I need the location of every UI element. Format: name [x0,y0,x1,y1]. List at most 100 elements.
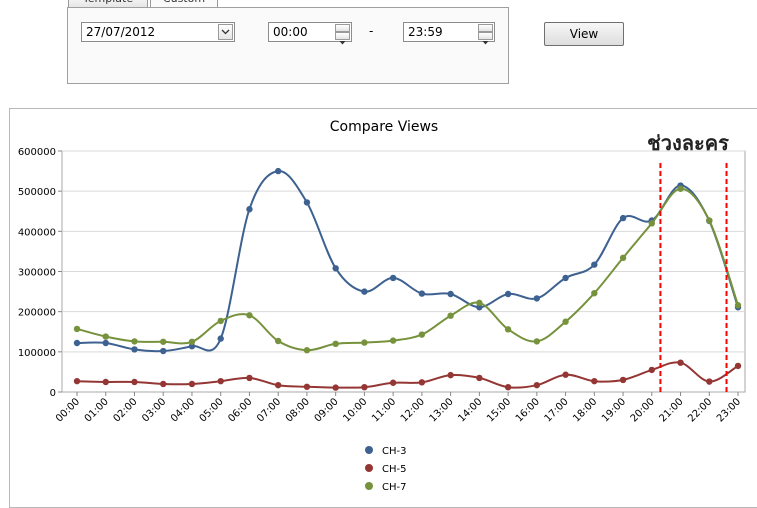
data-point-ch-3 [102,339,109,347]
data-point-ch-5 [619,376,627,384]
data-point-ch-5 [648,366,655,374]
x-tick-label: 03:00 [140,396,168,424]
x-tick-label: 20:00 [629,396,657,424]
data-point-ch-7 [246,312,253,319]
data-point-ch-5 [734,362,742,370]
start-time-field[interactable]: 00:00 [268,22,352,45]
spin-down-icon[interactable] [478,32,493,45]
data-point-ch-5 [188,380,196,388]
calendar-dropdown-button[interactable] [218,24,233,40]
data-point-ch-5 [73,377,81,385]
data-point-ch-7 [303,347,311,354]
data-point-ch-5 [476,374,483,382]
data-point-ch-5 [591,377,598,385]
data-point-ch-3 [418,290,426,297]
legend-swatch [365,482,373,490]
filter-panel [67,7,509,84]
data-point-ch-7 [389,337,397,344]
x-tick-label: 19:00 [600,396,628,424]
data-point-ch-7 [131,338,138,345]
x-tick-label: 02:00 [111,396,139,424]
data-point-ch-7 [562,318,569,325]
time-range-separator: - [369,24,374,38]
data-point-ch-5 [217,377,224,385]
data-point-ch-5 [504,383,512,391]
end-time-field[interactable]: 23:59 [403,22,495,45]
data-point-ch-7 [188,338,196,345]
data-point-ch-7 [361,339,368,346]
data-point-ch-7 [418,331,426,338]
data-point-ch-5 [706,378,713,385]
date-value: 27/07/2012 [86,25,156,39]
data-point-ch-7 [619,254,627,262]
data-point-ch-3 [447,290,454,298]
data-point-ch-3 [303,199,311,206]
x-tick-label: 12:00 [399,396,427,424]
x-tick-label: 13:00 [428,396,456,424]
start-time-spinner[interactable] [335,24,350,45]
data-point-ch-5 [389,379,397,386]
legend-label: CH-3 [382,446,406,457]
data-point-ch-5 [303,383,311,390]
data-point-ch-5 [562,371,569,378]
x-tick-label: 05:00 [198,396,226,424]
end-time-spinner[interactable] [478,24,493,45]
start-time-value: 00:00 [273,25,308,39]
data-point-ch-5 [332,384,339,391]
data-point-ch-3 [504,290,512,298]
data-point-ch-3 [217,335,224,342]
data-point-ch-7 [217,317,224,325]
end-time-value: 23:59 [408,25,443,39]
x-tick-label: 14:00 [456,396,484,424]
x-tick-label: 08:00 [284,396,312,424]
legend-label: CH-7 [382,482,406,493]
view-button[interactable]: View [544,22,624,46]
x-tick-label: 07:00 [255,396,283,424]
data-point-ch-5 [274,381,282,389]
data-point-ch-7 [591,289,598,297]
data-point-ch-7 [332,340,339,347]
x-tick-label: 16:00 [514,396,542,424]
data-point-ch-3 [246,206,253,213]
data-point-ch-3 [476,304,483,311]
data-point-ch-3 [389,274,397,282]
data-point-ch-5 [131,378,138,386]
y-tick-label: 200000 [18,308,56,319]
data-point-ch-7 [102,333,109,340]
data-point-ch-3 [188,343,196,350]
data-point-ch-3 [562,274,569,282]
data-point-ch-3 [619,214,627,222]
data-point-ch-7 [734,302,742,309]
data-point-ch-7 [648,220,655,227]
x-tick-label: 01:00 [83,396,111,424]
chart-title: Compare Views [330,119,438,135]
x-tick-label: 00:00 [54,396,82,424]
data-point-ch-5 [102,378,109,386]
data-point-ch-3 [361,288,368,295]
x-tick-label: 22:00 [686,396,714,424]
data-point-ch-7 [160,338,167,345]
data-point-ch-7 [504,326,512,333]
x-tick-label: 23:00 [715,396,743,424]
x-tick-label: 17:00 [543,396,571,424]
x-tick-label: 04:00 [169,396,197,424]
annotation-label: ช่วงละคร [647,131,729,155]
spin-down-icon[interactable] [335,32,350,45]
data-point-ch-5 [418,379,426,386]
x-tick-label: 11:00 [370,396,398,424]
y-tick-label: 0 [50,388,56,399]
data-point-ch-7 [476,299,483,307]
x-tick-label: 06:00 [226,396,254,424]
x-tick-label: 09:00 [313,396,341,424]
data-point-ch-7 [447,312,454,319]
y-tick-label: 600000 [18,147,56,158]
x-tick-label: 21:00 [657,396,685,424]
data-point-ch-5 [533,381,541,389]
data-point-ch-3 [591,261,598,268]
date-picker[interactable]: 27/07/2012 [81,22,235,42]
data-point-ch-5 [677,359,684,366]
data-point-ch-5 [246,374,253,382]
legend-swatch [365,464,373,472]
data-point-ch-3 [332,265,339,272]
